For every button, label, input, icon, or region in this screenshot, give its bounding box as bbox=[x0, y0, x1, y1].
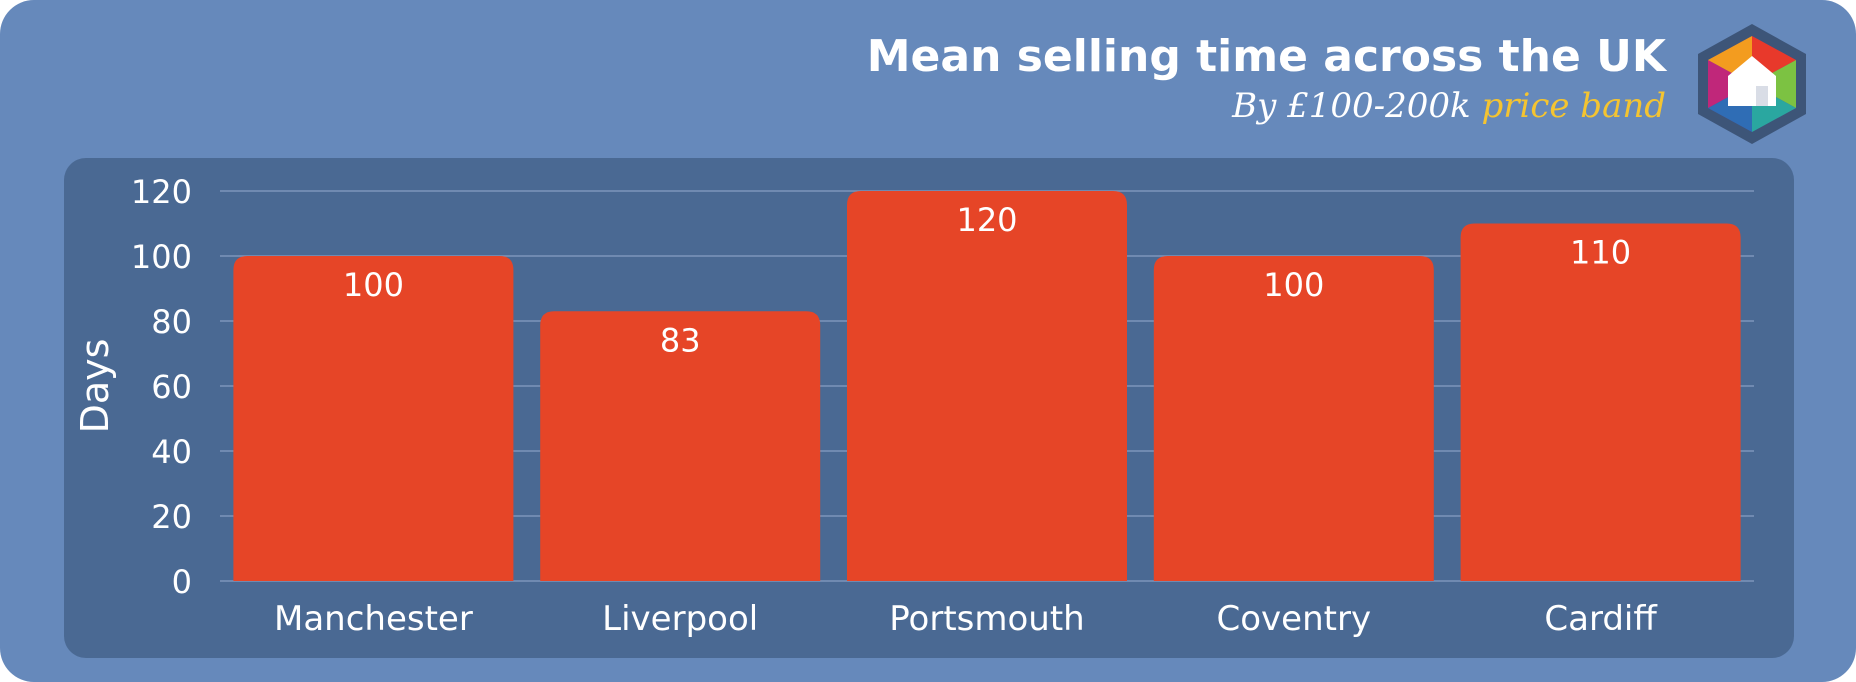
x-tick-label: Manchester bbox=[274, 599, 473, 639]
data-label: 83 bbox=[660, 321, 701, 359]
chart-title: Mean selling time across the UK bbox=[866, 31, 1666, 82]
x-tick-label: Cardiff bbox=[1544, 599, 1658, 639]
data-label: 110 bbox=[1570, 234, 1631, 272]
x-tick-label: Portsmouth bbox=[889, 599, 1084, 639]
data-label: 120 bbox=[956, 201, 1017, 239]
y-tick-label: 60 bbox=[151, 368, 192, 406]
bar-manchester bbox=[233, 256, 514, 581]
chart-panel: 0 20 40 60 80 100 120 Days 100 Manchester 83 Liverp… bbox=[64, 158, 1794, 658]
chart-subtitle: By £100-200k price band bbox=[867, 84, 1666, 128]
y-tick-label: 0 bbox=[172, 563, 192, 601]
y-tick-label: 80 bbox=[151, 303, 192, 341]
house-hexagon-logo-icon bbox=[1694, 22, 1810, 146]
bar-coventry bbox=[1153, 256, 1434, 581]
bar-liverpool bbox=[540, 311, 821, 581]
y-tick-label: 20 bbox=[151, 498, 192, 536]
bar-cardiff bbox=[1460, 223, 1741, 581]
bar-chart: 0 20 40 60 80 100 120 Days 100 Manchester 83 Liverp… bbox=[73, 173, 1754, 639]
y-axis-label: Days bbox=[73, 339, 117, 434]
y-tick-label: 40 bbox=[151, 433, 192, 471]
bar-portsmouth bbox=[847, 191, 1127, 581]
y-tick-label: 100 bbox=[131, 238, 192, 276]
data-label: 100 bbox=[1263, 266, 1324, 304]
y-tick-label: 120 bbox=[131, 173, 192, 211]
subtitle-price-band: By £100-200k bbox=[1232, 86, 1471, 126]
header: Mean selling time across the UK By £100-… bbox=[867, 30, 1666, 128]
subtitle-price-band-accent: price band bbox=[1481, 86, 1666, 126]
x-tick-label: Liverpool bbox=[602, 599, 758, 639]
x-tick-label: Coventry bbox=[1217, 599, 1372, 639]
data-label: 100 bbox=[343, 266, 404, 304]
